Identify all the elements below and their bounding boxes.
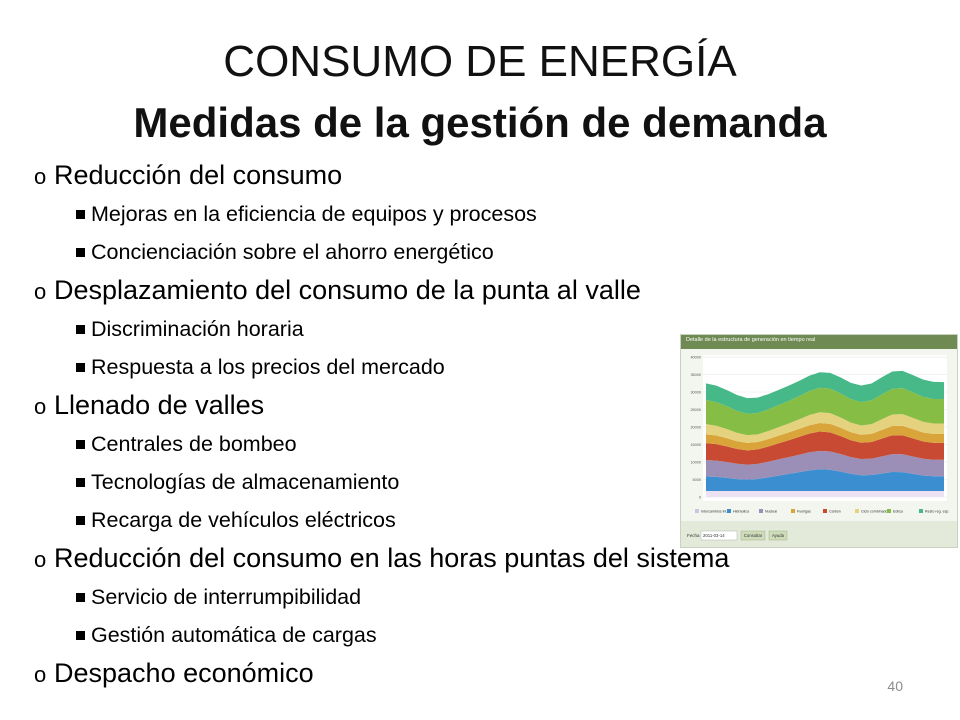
eolica-area <box>706 387 944 436</box>
bullet-text: Servicio de interrumpibilidad <box>91 585 362 609</box>
square-bullet-icon <box>76 593 85 602</box>
circle-bullet-icon: o <box>34 279 47 304</box>
nuclear-area <box>706 450 944 480</box>
bullet-text: Respuesta a los precios del mercado <box>91 355 445 379</box>
hidraulica-area <box>706 469 944 491</box>
legend-swatch <box>791 509 795 513</box>
bullet-text: Concienciación sobre el ahorro energétic… <box>91 240 494 264</box>
legend-label: Hidráulica <box>733 510 749 514</box>
consult-button <box>740 530 766 541</box>
y-tick-label: 0 <box>699 496 701 500</box>
legend-label: Ciclo combinado <box>861 510 888 514</box>
sub-bullet-item: Gestión automática de cargas <box>34 616 914 654</box>
stacked-area-graphic: 40000 35000 30000 25000 20000 15000 10000 5000 0… <box>681 355 957 547</box>
date-value: 2011-03-14 <box>703 533 725 538</box>
y-tick-label: 15000 <box>690 443 701 447</box>
resto-reg-area <box>706 370 944 414</box>
sub-bullet-item: Servicio de interrumpibilidad <box>34 578 914 616</box>
consult-button-label: Consultar <box>744 533 763 538</box>
square-bullet-icon <box>76 210 85 219</box>
bullet-text: Desplazamiento del consumo de la punta a… <box>54 275 641 305</box>
square-bullet-icon <box>76 440 85 449</box>
sub-bullet-item: Tecnologías de almacenamiento <box>34 463 914 501</box>
square-bullet-icon <box>76 248 85 257</box>
legend-label: Intercambios int. <box>701 510 727 514</box>
slide-subtitle: Medidas de la gestión de demanda <box>133 99 827 146</box>
legend-label: Eólica <box>893 510 903 514</box>
bullet-text: Despacho económico <box>54 658 314 688</box>
bullet-item: o Llenado de valles <box>34 386 914 425</box>
y-tick-label: 40000 <box>690 356 701 360</box>
page-number: 40 <box>887 678 903 694</box>
square-bullet-icon <box>76 325 85 334</box>
y-tick-label: 10000 <box>690 461 701 465</box>
circle-bullet-icon: o <box>34 164 47 189</box>
fuel-gas-area <box>706 422 944 451</box>
bullet-text: Reducción del consumo en las horas punta… <box>54 543 730 573</box>
help-button-label: Ayuda <box>772 533 785 538</box>
y-tick-label: 30000 <box>690 391 701 395</box>
bullet-list: o Reducción del consumo Mejoras en la efic… <box>34 156 914 693</box>
chart-header-bar: Detalle de la estructura de generación e… <box>681 335 957 349</box>
legend-swatch <box>695 509 699 513</box>
legend-swatch <box>823 509 827 513</box>
ciclo-combinado-area <box>706 412 944 443</box>
circle-bullet-icon: o <box>34 662 47 687</box>
legend-swatch <box>727 509 731 513</box>
legend-swatch <box>919 509 923 513</box>
legend-swatch <box>887 509 891 513</box>
sub-bullet-item: Respuesta a los precios del mercado <box>34 348 914 386</box>
y-tick-label: 25000 <box>690 408 701 412</box>
sub-bullet-item: Recarga de vehículos eléctricos <box>34 501 914 539</box>
bullet-text: Mejoras en la eficiencia de equipos y pr… <box>91 202 537 226</box>
carbon-area <box>706 431 944 465</box>
square-bullet-icon <box>76 516 85 525</box>
bullet-text: Reducción del consumo <box>54 160 343 190</box>
chart-header-text: Detalle de la estructura de generación e… <box>686 337 816 343</box>
sub-bullet-item: Discriminación horaria <box>34 310 914 348</box>
bullet-item: o Desplazamiento del consumo de la punta … <box>34 271 914 310</box>
y-tick-label: 20000 <box>690 426 701 430</box>
legend-label: Carbón <box>829 510 841 514</box>
legend-label: Nuclear <box>765 510 778 514</box>
circle-bullet-icon: o <box>34 394 47 419</box>
generation-chart-image: Detalle de la estructura de generación e… <box>680 334 958 548</box>
bullet-item: o Despacho económico <box>34 654 914 693</box>
bullet-item: o Reducción del consumo <box>34 156 914 195</box>
sub-bullet-item: Mejoras en la eficiencia de equipos y pr… <box>34 195 914 233</box>
bullet-item: o Reducción del consumo en las horas punt… <box>34 539 914 578</box>
date-label: Fecha <box>687 533 700 538</box>
intercambios-area <box>706 491 944 497</box>
bullet-text: Recarga de vehículos eléctricos <box>91 508 396 532</box>
sub-bullet-item: Centrales de bombeo <box>34 425 914 463</box>
square-bullet-icon <box>76 631 85 640</box>
y-tick-label: 35000 <box>690 373 701 377</box>
bullet-text: Tecnologías de almacenamiento <box>91 470 400 494</box>
bullet-text: Gestión automática de cargas <box>91 623 377 647</box>
legend-label: Fuel/gas <box>797 510 811 514</box>
sub-bullet-item: Concienciación sobre el ahorro energétic… <box>34 233 914 271</box>
help-button <box>768 530 788 541</box>
slide-title: CONSUMO DE ENERGÍA <box>223 37 737 86</box>
bullet-text: Discriminación horaria <box>91 317 304 341</box>
legend-swatch <box>759 509 763 513</box>
legend-swatch <box>855 509 859 513</box>
bullet-text: Centrales de bombeo <box>91 432 297 456</box>
square-bullet-icon <box>76 363 85 372</box>
circle-bullet-icon: o <box>34 547 47 572</box>
y-tick-label: 5000 <box>693 478 701 482</box>
bullet-text: Llenado de valles <box>54 390 265 420</box>
date-input <box>700 530 738 541</box>
square-bullet-icon <box>76 478 85 487</box>
legend-label: Resto reg. esp. <box>925 510 949 514</box>
